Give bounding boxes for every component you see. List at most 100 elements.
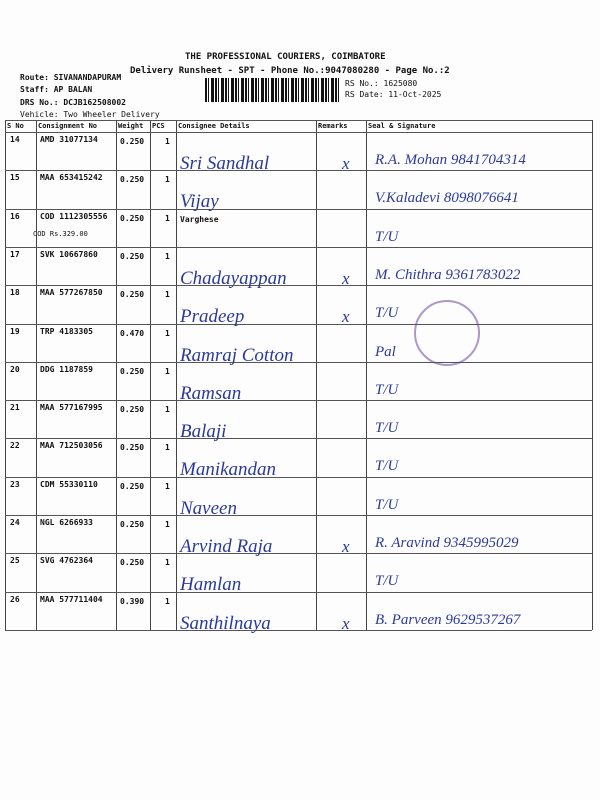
pcs: 1 (165, 213, 170, 223)
handwritten-signature: Pal (375, 343, 396, 360)
subtitle: Delivery Runsheet - SPT - Phone No.:9047… (130, 66, 450, 76)
row-line (5, 629, 592, 631)
pcs: 1 (165, 520, 170, 529)
weight: 0.250 (120, 405, 145, 415)
column-header: Seal & Signature (368, 122, 436, 130)
handwritten-remark: x (342, 268, 350, 288)
consignment-no: DDG 1187859 (40, 364, 93, 374)
handwritten-consignee: Manikandan (180, 459, 277, 481)
weight: 0.250 (120, 558, 145, 568)
column-header: S No (7, 122, 24, 130)
pcs: 1 (165, 175, 170, 185)
pcs: 1 (165, 443, 170, 453)
row-line (5, 361, 592, 363)
consignment-no: MAA 712503056 (40, 441, 103, 451)
row-line (5, 591, 592, 593)
pcs: 1 (165, 558, 170, 568)
consignment-no: SVG 4762364 (40, 556, 93, 566)
column-line (176, 120, 177, 630)
handwritten-signature: R.A. Mohan 9841704314 (375, 152, 526, 168)
handwritten-consignee: Balaji (180, 421, 227, 443)
column-line (592, 120, 593, 630)
weight: 0.250 (120, 175, 145, 185)
serial-number: 14 (10, 135, 20, 144)
serial-number: 25 (10, 556, 20, 566)
weight: 0.250 (120, 213, 145, 223)
handwritten-signature: T/U (375, 496, 399, 513)
consignee: Varghese (180, 214, 219, 224)
weight: 0.250 (120, 481, 145, 491)
row-line (5, 246, 592, 248)
handwritten-remark: x (342, 154, 350, 173)
handwritten-consignee: Chadayappan (180, 267, 287, 289)
consignment-no: CDM 55330110 (40, 479, 98, 489)
pcs: 1 (165, 366, 170, 376)
row-line (5, 170, 592, 172)
column-line (316, 120, 317, 630)
serial-number: 17 (10, 249, 20, 259)
weight: 0.470 (120, 328, 145, 338)
pcs: 1 (165, 137, 170, 146)
handwritten-signature: M. Chithra 9361783022 (375, 266, 521, 283)
serial-number: 18 (10, 288, 20, 298)
weight: 0.250 (120, 443, 145, 453)
serial-number: 24 (10, 518, 20, 527)
serial-number: 22 (10, 441, 20, 451)
handwritten-signature: R. Aravind 9345995029 (375, 535, 519, 551)
serial-number: 26 (10, 594, 20, 604)
column-line (36, 120, 37, 630)
consignment-no: AMD 31077134 (40, 135, 98, 144)
consignment-no: MAA 577167995 (40, 403, 103, 413)
column-header: Remarks (318, 122, 348, 130)
handwritten-consignee: Hamlan (180, 574, 242, 596)
handwritten-signature: T/U (375, 420, 399, 437)
handwritten-consignee: Arvind Raja (180, 536, 273, 557)
serial-number: 21 (10, 403, 20, 413)
consignment-no: COD 1112305556 (40, 211, 108, 221)
handwritten-signature: T/U (375, 381, 399, 398)
pcs: 1 (165, 596, 170, 606)
row-line (5, 120, 592, 121)
handwritten-consignee: Santhilnaya (180, 612, 271, 634)
handwritten-signature: T/U (375, 573, 399, 590)
route: Route: SIVANANDAPURAM (20, 73, 122, 82)
consignment-no: MAA 577711404 (40, 594, 103, 604)
pcs: 1 (165, 481, 170, 491)
serial-number: 16 (10, 211, 20, 221)
handwritten-consignee: Vijay (180, 191, 219, 213)
pcs: 1 (165, 328, 170, 338)
barcode (205, 78, 340, 102)
seal-stamp (414, 300, 480, 366)
handwritten-consignee: Naveen (180, 497, 237, 519)
weight: 0.390 (120, 596, 145, 606)
column-header: Consignee Details (178, 122, 250, 130)
column-line (116, 120, 117, 630)
row-line (5, 438, 592, 440)
row-line (5, 553, 592, 555)
weight: 0.250 (120, 290, 145, 300)
column-line (150, 120, 151, 630)
consignment-no: TRP 4183305 (40, 326, 93, 336)
vehicle: Vehicle: Two Wheeler Delivery (20, 110, 160, 119)
handwritten-consignee: Ramsan (180, 382, 242, 404)
row-line (5, 515, 592, 516)
rs-date: RS Date: 11-Oct-2025 (345, 90, 442, 99)
weight: 0.250 (120, 137, 145, 146)
row-line (5, 476, 592, 478)
column-header: PCS (152, 122, 165, 130)
row-line (5, 132, 592, 133)
handwritten-consignee: Sri Sandhal (180, 153, 270, 174)
handwritten-signature: T/U (375, 458, 399, 475)
cod-amount: COD Rs.329.00 (33, 229, 88, 238)
column-line (366, 120, 367, 630)
handwritten-signature: T/U (375, 228, 399, 245)
handwritten-remark: x (342, 613, 350, 633)
row-line (5, 285, 592, 287)
column-line (5, 120, 6, 630)
title: THE PROFESSIONAL COURIERS, COIMBATORE (185, 52, 386, 62)
handwritten-signature: V.Kaladevi 8098076641 (375, 190, 519, 207)
weight: 0.250 (120, 366, 145, 376)
serial-number: 19 (10, 326, 20, 336)
weight: 0.250 (120, 251, 145, 261)
